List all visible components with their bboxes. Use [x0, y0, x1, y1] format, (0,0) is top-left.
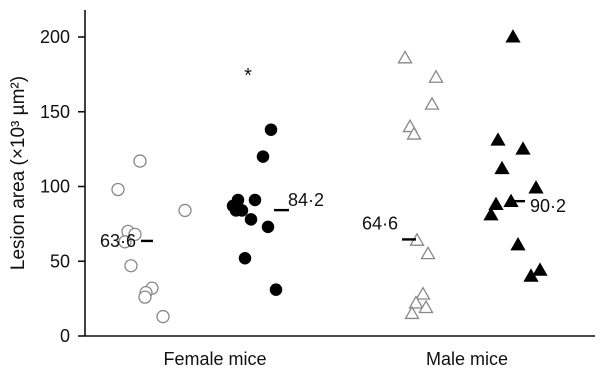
filled-triangle-point: [483, 207, 499, 221]
filled-triangle-point: [488, 196, 504, 210]
filled-triangle-point: [510, 236, 526, 251]
open-circle-point: [156, 309, 170, 324]
y-tick-label: 50: [50, 251, 70, 271]
filled-triangle-point: [505, 29, 521, 43]
filled-circle-point: [229, 204, 243, 217]
y-tick-label: 150: [40, 102, 70, 122]
mean-label: 64·6: [362, 213, 398, 233]
open-circle-point: [138, 290, 152, 304]
open-triangle-point: [406, 126, 422, 140]
filled-triangle-point: [494, 160, 510, 175]
x-category-labels: Female mice Male mice: [163, 349, 508, 369]
mean-markers: 63·6 84·2 64·6 90·2: [100, 190, 566, 251]
data-points: [111, 29, 548, 324]
filled-circle-point: [256, 150, 270, 163]
filled-circle-point: [244, 213, 258, 226]
open-circle-point: [128, 227, 142, 241]
open-triangle-point: [397, 50, 413, 64]
filled-triangle-point: [528, 180, 544, 194]
filled-circle-point: [269, 283, 283, 296]
y-tick-label: 100: [40, 177, 70, 197]
open-triangle-point: [420, 245, 436, 260]
filled-triangle-point: [532, 262, 548, 276]
open-triangle-point: [424, 96, 440, 110]
open-triangle-point: [404, 305, 420, 320]
significance-annotation: *: [244, 65, 252, 87]
open-circle-point: [178, 203, 192, 218]
y-tick-label: 0: [60, 326, 70, 346]
axes: [84, 10, 595, 337]
x-category-label: Female mice: [163, 349, 266, 369]
open-triangle-point: [415, 286, 431, 300]
filled-triangle-point: [490, 132, 506, 146]
open-circle-point: [124, 259, 138, 273]
mean-label: 63·6: [100, 231, 136, 251]
open-circle-point: [133, 154, 147, 168]
open-triangle-point: [408, 295, 424, 309]
open-triangle-point: [418, 299, 434, 314]
open-circle-point: [118, 235, 132, 249]
filled-circle-point: [261, 220, 275, 234]
filled-triangle-point: [515, 141, 531, 155]
y-tick-group: 0 50 100 150 200: [40, 27, 85, 346]
mean-label: 90·2: [530, 196, 566, 216]
filled-circle-point: [264, 123, 278, 136]
x-category-label: Male mice: [426, 349, 508, 369]
filled-triangle-point: [523, 268, 539, 282]
y-axis-label: Lesion area (×10³ µm²): [8, 76, 29, 270]
filled-circle-point: [238, 252, 252, 265]
open-circle-point: [111, 182, 125, 197]
filled-circle-point: [248, 193, 262, 207]
mean-label: 84·2: [288, 190, 324, 210]
open-triangle-point: [428, 69, 444, 83]
y-tick-label: 200: [40, 27, 70, 47]
